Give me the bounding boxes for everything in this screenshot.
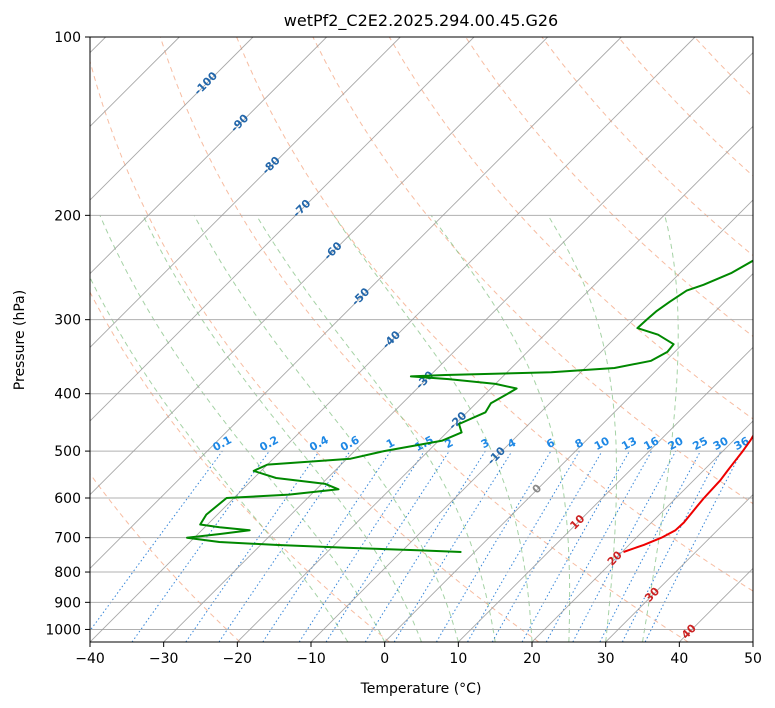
isotherm-line bbox=[384, 273, 753, 642]
pressure-gridlines bbox=[90, 37, 753, 630]
y-axis-ticks: 100 200 300 400 500 600 700 800 900 1000 bbox=[45, 30, 90, 638]
moist-adiabat-line bbox=[193, 215, 459, 642]
y-axis-label: Pressure (hPa) bbox=[12, 290, 28, 390]
mixing-ratio-line bbox=[572, 450, 677, 642]
dry-adiabat-line bbox=[159, 37, 689, 642]
y-tick-label: 200 bbox=[54, 208, 81, 224]
moist-adiabat-line bbox=[333, 215, 533, 642]
mixing-ratio-label: 16 bbox=[642, 434, 662, 453]
dry-adiabat-line bbox=[465, 37, 753, 338]
mixing-ratio-line bbox=[185, 450, 320, 642]
isotherm-line bbox=[90, 37, 401, 348]
mixing-ratio-line bbox=[521, 450, 630, 642]
sounding-profiles bbox=[186, 259, 753, 553]
x-tick-label: −10 bbox=[296, 651, 326, 667]
mixing-ratio-label: 13 bbox=[619, 434, 639, 453]
moist-adiabat-line bbox=[142, 215, 422, 642]
dry-adiabat-line bbox=[90, 59, 540, 642]
mixing-ratio-label: 30 bbox=[711, 434, 731, 453]
isotherm-line bbox=[163, 52, 753, 642]
mixing-ratio-line bbox=[262, 450, 392, 642]
isotherm-line bbox=[458, 346, 753, 642]
moist-adiabat-line bbox=[90, 276, 349, 642]
mixing-ratio-line bbox=[131, 450, 270, 642]
dry-adiabats bbox=[90, 37, 753, 642]
temperature-profile-line bbox=[623, 434, 753, 553]
y-tick-label: 900 bbox=[54, 595, 81, 611]
isotherm-line bbox=[605, 494, 753, 642]
moist-adiabat-line bbox=[642, 215, 679, 642]
x-tick-label: 50 bbox=[744, 651, 762, 667]
isotherm-line bbox=[90, 37, 475, 422]
x-tick-label: −40 bbox=[75, 651, 105, 667]
isotherm-line bbox=[90, 37, 548, 496]
isotherm-line bbox=[90, 37, 254, 201]
y-tick-label: 1000 bbox=[45, 622, 81, 638]
x-tick-label: −30 bbox=[149, 651, 179, 667]
mixing-ratio-label: 25 bbox=[690, 434, 710, 453]
mixing-ratio-line bbox=[218, 450, 351, 642]
mixing-ratio-line bbox=[325, 450, 450, 642]
mixing-ratio-label: 20 bbox=[666, 434, 686, 453]
dry-adiabat-line bbox=[236, 37, 753, 592]
plot-area bbox=[90, 37, 753, 642]
x-tick-label: 40 bbox=[670, 651, 688, 667]
chart-title: wetPf2_C2E2.2025.294.00.45.G26 bbox=[284, 11, 558, 31]
mixing-ratio-line bbox=[90, 450, 223, 632]
dry-adiabat-line bbox=[90, 291, 390, 642]
x-axis-label: Temperature (°C) bbox=[360, 681, 482, 697]
y-tick-label: 300 bbox=[54, 313, 81, 329]
dry-adiabat-line bbox=[388, 37, 753, 420]
moist-adiabat-line bbox=[547, 215, 617, 642]
mixing-ratio-lines bbox=[90, 450, 743, 642]
x-tick-label: 10 bbox=[449, 651, 467, 667]
y-tick-label: 600 bbox=[54, 491, 81, 507]
x-tick-label: 0 bbox=[380, 651, 389, 667]
x-axis-ticks: −40 −30 −20 −10 0 10 20 30 40 50 bbox=[75, 642, 762, 667]
isotherms bbox=[90, 37, 753, 642]
isotherm-line bbox=[310, 199, 753, 642]
y-tick-label: 400 bbox=[54, 387, 81, 403]
dry-adiabat-line bbox=[312, 37, 753, 505]
x-tick-label: 20 bbox=[523, 651, 541, 667]
y-tick-label: 700 bbox=[54, 531, 81, 547]
mixing-ratio-label: 36 bbox=[732, 434, 752, 453]
isotherm-line bbox=[90, 37, 696, 642]
y-tick-label: 500 bbox=[54, 444, 81, 460]
isotherm-line bbox=[531, 420, 753, 642]
moist-adiabat-line bbox=[255, 215, 496, 642]
isotherm-line bbox=[90, 37, 327, 275]
mixing-ratio-line bbox=[644, 450, 743, 642]
mixing-ratio-line bbox=[298, 450, 425, 642]
isotherm-line bbox=[90, 37, 622, 569]
isotherm-line bbox=[237, 125, 753, 642]
mixing-ratio-label: 10 bbox=[592, 434, 612, 453]
mixing-ratio-line bbox=[393, 450, 513, 642]
dewpoint-profile-line bbox=[186, 259, 753, 553]
mixing-ratio-line bbox=[545, 450, 653, 642]
y-tick-label: 100 bbox=[54, 30, 81, 46]
y-tick-label: 800 bbox=[54, 565, 81, 581]
x-tick-label: 30 bbox=[597, 651, 615, 667]
x-tick-label: −20 bbox=[223, 651, 253, 667]
plot-frame bbox=[89, 36, 754, 643]
dry-adiabat-line bbox=[90, 472, 241, 642]
mixing-ratio-labels: 0.1 0.2 0.4 0.6 1 1.5 2 3 4 6 8 10 13 16 20 25 30 36 bbox=[211, 433, 752, 454]
